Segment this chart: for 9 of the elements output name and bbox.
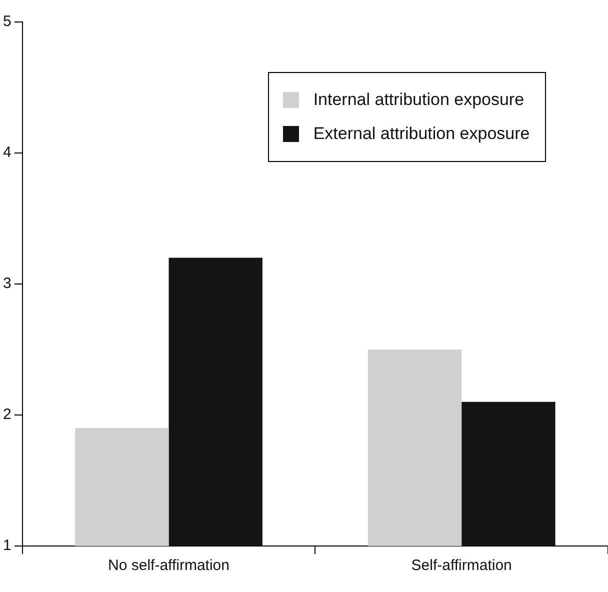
- legend-label: Internal attribution exposure: [313, 89, 524, 111]
- legend-label: External attribution exposure: [313, 123, 530, 145]
- y-tick-label: 2: [3, 406, 12, 424]
- y-tick-label: 1: [3, 537, 12, 554]
- x-tick-label: Self-affirmation: [411, 557, 512, 574]
- y-tick-label: 3: [3, 275, 12, 292]
- x-tick-label: No self-affirmation: [108, 557, 230, 574]
- y-tick-label: 4: [3, 144, 12, 162]
- y-tick-label: 5: [3, 13, 12, 30]
